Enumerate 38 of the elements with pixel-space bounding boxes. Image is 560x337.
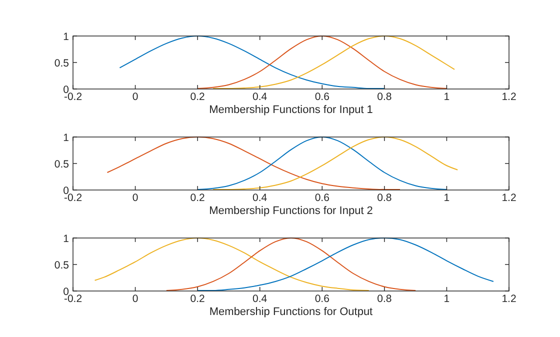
x-tick-label: 1.2 [502, 293, 516, 305]
x-tick-label: -0.2 [64, 293, 82, 305]
x-tick-label: 0 [132, 192, 138, 204]
x-tick-label: 0.4 [252, 192, 268, 204]
y-tick-label: 1 [63, 233, 70, 245]
x-tick-label: 0.4 [252, 293, 268, 305]
x-tick-label: 0.6 [314, 293, 330, 305]
x-tick-label: 0.2 [190, 91, 206, 103]
y-tick-label: 0.5 [54, 58, 70, 70]
x-tick-label: 0.8 [377, 91, 392, 103]
line-series [106, 136, 400, 190]
y-tick-label: 0.5 [54, 158, 70, 170]
x-tick-label: 1 [444, 293, 450, 305]
x-tick-label: 0.4 [252, 91, 268, 103]
line-series [166, 238, 416, 291]
x-tick-label: 1 [444, 91, 450, 103]
y-tick-label: 0.5 [54, 260, 70, 272]
x-tick-label: 0 [132, 91, 138, 103]
x-tick-label: 0.8 [377, 192, 392, 204]
y-tick-label: 1 [63, 31, 70, 43]
line-series [197, 238, 494, 291]
x-axis-title: Membership Functions for Output [209, 306, 373, 318]
x-tick-label: 0.2 [190, 293, 206, 305]
x-tick-label: -0.2 [64, 192, 82, 204]
x-tick-label: 0.2 [190, 192, 206, 204]
line-series [94, 238, 370, 291]
x-tick-label: 0.8 [377, 293, 392, 305]
x-tick-label: 0.6 [314, 91, 330, 103]
x-tick-label: 0 [132, 293, 138, 305]
x-axis-title: Membership Functions for Input 1 [209, 104, 373, 116]
x-tick-label: -0.2 [64, 91, 82, 103]
line-series [119, 36, 385, 89]
y-tick-label: 1 [63, 132, 70, 144]
x-tick-label: 1 [444, 192, 450, 204]
x-tick-label: 1.2 [502, 91, 516, 103]
x-axis-title: Membership Functions for Input 2 [209, 205, 373, 217]
x-tick-label: 0.6 [314, 192, 330, 204]
x-tick-label: 1.2 [502, 192, 516, 204]
